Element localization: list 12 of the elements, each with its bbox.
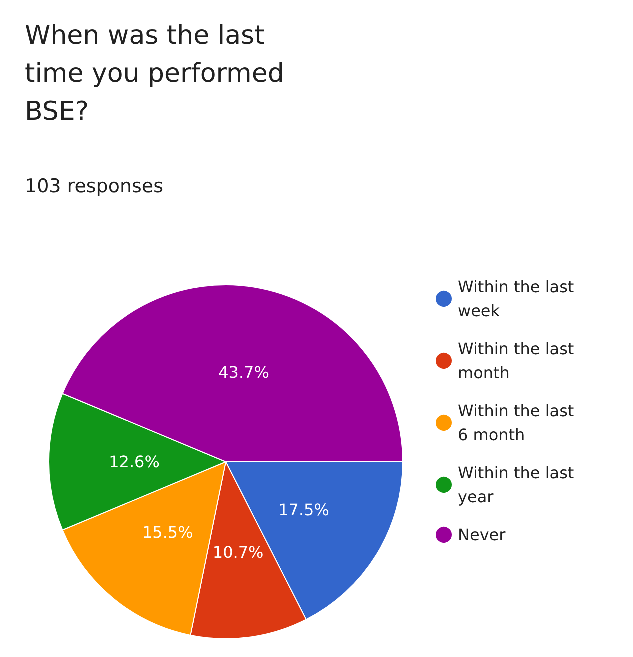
legend-label: Within the last 6 month xyxy=(458,402,580,444)
data-label: 43.7% xyxy=(218,362,270,382)
data-label: 17.5% xyxy=(278,500,330,520)
legend-label: Within the last week xyxy=(458,278,580,320)
data-label: 15.5% xyxy=(142,523,194,542)
legend-label: Within the last month xyxy=(458,340,580,382)
chart-subtitle: 103 responses xyxy=(25,176,164,198)
legend-label: Never xyxy=(458,526,506,544)
data-label: 12.6% xyxy=(109,452,160,472)
legend-label: Within the last year xyxy=(458,464,580,506)
chart-title: When was the last time you performed BSE? xyxy=(25,21,293,127)
data-label: 10.7% xyxy=(212,543,264,562)
